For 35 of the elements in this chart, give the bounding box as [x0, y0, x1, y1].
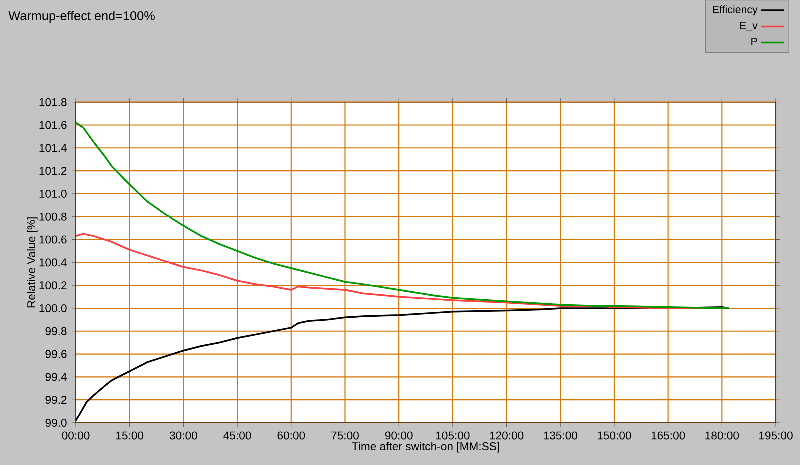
y-axis-title: Relative Value [%] — [27, 218, 38, 308]
x-tick-label: 60:00 — [278, 432, 306, 440]
y-tick-label: 99.4 — [46, 373, 67, 382]
chart-title: Warmup-effect end=100% — [8, 11, 155, 23]
x-tick-label: 120:00 — [490, 432, 524, 440]
x-tick-label: 195:00 — [760, 432, 793, 440]
x-tick-label: 135:00 — [544, 432, 578, 440]
legend-label: Efficiency — [713, 6, 758, 16]
x-tick-label: 180:00 — [706, 432, 740, 440]
x-tick-label: 15:00 — [116, 432, 144, 440]
y-tick-label: 101.2 — [40, 167, 67, 176]
y-tick-label: 99.0 — [46, 418, 67, 428]
x-axis-title: Time after switch-on [MM:SS] — [352, 442, 500, 453]
x-tick-label: 30:00 — [170, 432, 198, 440]
x-tick-label: 150:00 — [598, 432, 632, 440]
x-tick-label: 90:00 — [385, 432, 413, 440]
y-tick-label: 100.6 — [40, 236, 67, 244]
y-tick-label: 100.4 — [40, 258, 67, 267]
x-tick-label: 105:00 — [436, 432, 470, 440]
x-tick-label: 165:00 — [652, 432, 686, 440]
y-tick-label: 100.0 — [40, 304, 67, 312]
y-tick-label: 100.2 — [40, 282, 67, 290]
y-tick-label: 101.6 — [40, 121, 67, 130]
x-tick-label: 45:00 — [224, 432, 252, 440]
y-tick-label: 101.4 — [40, 144, 67, 152]
y-tick-label: 99.8 — [46, 327, 67, 336]
y-tick-label: 99.2 — [46, 396, 67, 404]
x-tick-label: 00:00 — [62, 432, 90, 440]
y-tick-label: 101.8 — [40, 98, 67, 106]
y-tick-label: 101.0 — [40, 190, 67, 198]
legend-label: E_v — [740, 22, 758, 32]
y-tick-label: 100.8 — [40, 212, 67, 221]
x-tick-label: 75:00 — [332, 432, 359, 440]
y-tick-label: 99.6 — [46, 350, 67, 358]
legend-label: P — [752, 38, 758, 46]
